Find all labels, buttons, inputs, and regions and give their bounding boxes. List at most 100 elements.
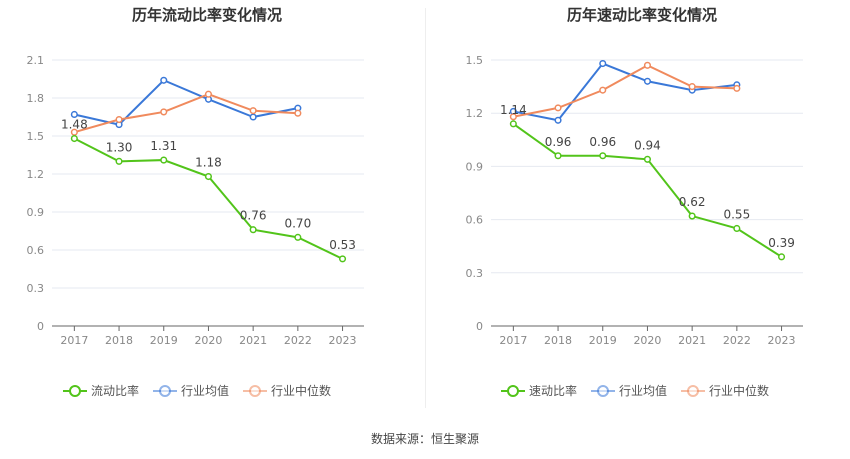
legend-item: 速动比率 <box>501 383 577 398</box>
y-tick-label: 1.2 <box>27 168 45 181</box>
legend-marker <box>159 385 171 397</box>
data-point <box>70 110 78 119</box>
y-tick-label: 0.6 <box>27 244 45 257</box>
data-label: 0.39 <box>768 236 795 250</box>
y-tick-label: 0.3 <box>466 267 484 280</box>
data-label: 0.55 <box>723 207 750 221</box>
data-point <box>115 157 123 165</box>
series-line-industry-median <box>513 64 737 118</box>
data-point <box>294 109 302 117</box>
data-point <box>204 90 212 98</box>
x-tick-label: 2020 <box>633 334 661 347</box>
y-tick-label: 0 <box>37 320 44 333</box>
data-point <box>249 107 257 115</box>
legend-marker <box>687 385 699 397</box>
legend-item: 行业中位数 <box>681 383 769 398</box>
data-point <box>643 155 651 163</box>
x-tick-label: 2018 <box>105 334 133 347</box>
x-tick-label: 2022 <box>284 334 312 347</box>
legend-item: 流动比率 <box>63 383 139 398</box>
data-label: 0.53 <box>329 238 356 252</box>
y-tick-label: 1.2 <box>466 107 484 120</box>
data-point <box>599 152 607 160</box>
series-line-industry-mean <box>74 79 299 126</box>
panel-divider <box>425 8 426 408</box>
data-point <box>778 253 786 261</box>
data-point <box>554 116 562 124</box>
data-label: 1.30 <box>106 140 133 154</box>
legend-item: 行业均值 <box>153 383 229 398</box>
data-point <box>160 108 168 116</box>
data-label: 0.96 <box>545 135 572 149</box>
data-point <box>160 156 168 164</box>
data-label: 1.18 <box>195 156 222 170</box>
data-point <box>249 226 257 234</box>
data-source-note: 数据来源：恒生聚源 <box>370 432 479 446</box>
legend-label: 行业中位数 <box>271 383 331 398</box>
data-label: 1.31 <box>150 139 177 153</box>
chart-title: 历年流动比率变化情况 <box>132 6 282 24</box>
data-point <box>643 77 651 85</box>
x-tick-label: 2017 <box>499 334 527 347</box>
series-line-industry-mean <box>513 62 737 122</box>
data-point <box>599 59 607 68</box>
y-tick-label: 1.8 <box>27 92 45 105</box>
legend-item: 行业中位数 <box>243 383 331 398</box>
x-tick-label: 2019 <box>150 334 178 347</box>
x-tick-label: 2021 <box>239 334 267 347</box>
data-point <box>294 233 302 241</box>
y-tick-label: 1.5 <box>466 54 484 67</box>
legend-marker <box>69 385 81 397</box>
y-tick-label: 1.5 <box>27 130 45 143</box>
x-tick-label: 2023 <box>329 334 357 347</box>
x-tick-label: 2022 <box>723 334 751 347</box>
data-point <box>115 115 123 124</box>
data-label: 1.14 <box>500 103 527 117</box>
data-point <box>733 84 741 92</box>
legend-marker <box>507 385 519 397</box>
y-tick-label: 2.1 <box>27 54 45 67</box>
data-point <box>688 212 696 220</box>
data-label: 1.48 <box>61 118 88 132</box>
data-point <box>509 113 517 121</box>
data-point <box>160 76 168 84</box>
y-tick-label: 0.3 <box>27 282 45 295</box>
current-ratio-chart: 历年流动比率变化情况 0 0.3 0.6 0.9 1.2 1.5 1.8 2.1 2017 2018… <box>27 6 364 398</box>
legend-label: 行业均值 <box>619 383 667 398</box>
legend-label: 行业均值 <box>181 383 229 398</box>
data-point <box>643 61 651 69</box>
data-label: 0.76 <box>240 209 267 223</box>
series-line-industry-median <box>74 93 298 134</box>
data-point <box>249 113 257 121</box>
legend-label: 行业中位数 <box>709 383 769 398</box>
data-point <box>688 83 696 91</box>
y-tick-label: 0 <box>476 320 483 333</box>
data-label: 0.62 <box>679 195 706 209</box>
y-tick-label: 0.9 <box>27 206 45 219</box>
x-tick-label: 2020 <box>194 334 222 347</box>
x-tick-label: 2023 <box>768 334 796 347</box>
data-point <box>599 86 607 94</box>
data-label: 0.96 <box>589 135 616 149</box>
legend-marker <box>597 385 609 397</box>
data-label: 0.94 <box>634 138 661 152</box>
legend-item: 行业均值 <box>591 383 667 398</box>
data-point <box>70 134 78 143</box>
data-point <box>509 120 517 128</box>
y-tick-label: 0.6 <box>466 214 484 227</box>
x-tick-label: 2017 <box>60 334 88 347</box>
y-tick-label: 0.9 <box>466 160 484 173</box>
data-point <box>204 172 212 181</box>
x-tick-label: 2019 <box>589 334 617 347</box>
legend-label: 流动比率 <box>91 383 139 398</box>
x-tick-label: 2018 <box>544 334 572 347</box>
data-point <box>554 104 562 112</box>
quick-ratio-chart: 历年速动比率变化情况 0 0.3 0.6 0.9 1.2 1.5 2017 2018 2019 20… <box>466 6 803 398</box>
data-point <box>554 152 562 160</box>
data-point <box>339 255 347 263</box>
data-point <box>733 224 741 233</box>
legend-label: 速动比率 <box>529 383 577 398</box>
legend-marker <box>249 385 261 397</box>
chart-title: 历年速动比率变化情况 <box>567 6 717 24</box>
x-tick-label: 2021 <box>678 334 706 347</box>
